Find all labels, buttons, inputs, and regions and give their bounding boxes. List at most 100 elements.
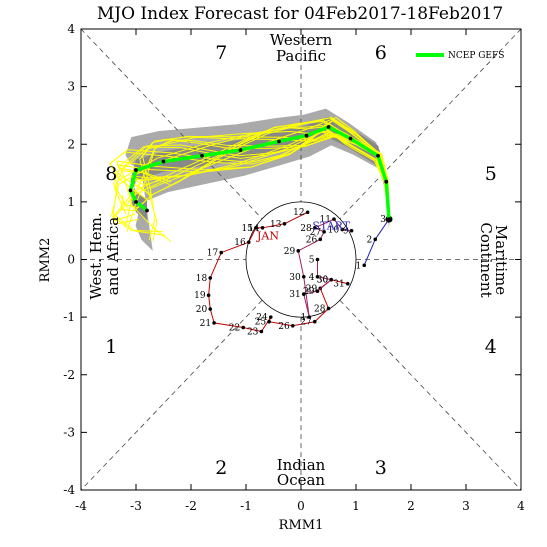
january-track-point xyxy=(259,329,264,334)
loop-track-day-label: 31 xyxy=(289,290,300,300)
loop-track-point xyxy=(318,237,323,242)
loop-track-point xyxy=(329,277,334,282)
loop-track-point xyxy=(322,230,326,234)
loop-track-day-label: 9 xyxy=(343,227,349,237)
january-track-point xyxy=(312,319,317,324)
y-tick-label: -1 xyxy=(63,310,75,324)
january-track-point xyxy=(208,307,213,311)
forecast-mean-point xyxy=(134,199,138,204)
january-track-point xyxy=(268,315,273,319)
january-track-day-label: 22 xyxy=(229,323,240,333)
y-tick-label: 4 xyxy=(67,22,75,36)
loop-track-point xyxy=(340,227,345,232)
region-label-western-pacific: Pacific xyxy=(276,47,326,65)
region-label-west-hem-africa: West. Hem. xyxy=(87,212,105,299)
y-tick-label: -2 xyxy=(63,368,75,382)
january-track-point xyxy=(241,325,246,330)
february-track-day-label: 3 xyxy=(380,215,386,225)
phase-label: 3 xyxy=(375,457,387,479)
y-tick-label: 0 xyxy=(67,253,75,267)
guide-diagonal xyxy=(339,28,522,220)
x-tick-label: 2 xyxy=(407,499,415,513)
january-track-day-label: 18 xyxy=(196,274,208,284)
loop-track-point xyxy=(301,274,306,279)
loop-track-day-label: 11 xyxy=(320,215,331,225)
region-label-west-hem-africa: and Africa xyxy=(104,217,122,295)
february-track-point xyxy=(373,237,378,242)
january-track-day-label: 12 xyxy=(293,208,304,218)
ensemble-member xyxy=(109,131,390,220)
month-label: JAN xyxy=(256,229,279,242)
loop-track-point xyxy=(315,289,320,293)
january-track-day-label: 29 xyxy=(306,284,318,294)
region-label-maritime-continent: Continent xyxy=(477,222,495,297)
legend: NCEP GEFS xyxy=(416,51,504,61)
forecast-mean-point xyxy=(376,153,380,158)
january-track-point xyxy=(282,221,287,226)
x-tick-label: 1 xyxy=(352,499,360,513)
forecast-mean-point xyxy=(387,217,391,222)
january-track-day-label: 15 xyxy=(241,224,253,234)
ensemble-member xyxy=(139,134,390,242)
x-tick-label: -2 xyxy=(185,499,197,513)
forecast-mean-point xyxy=(277,139,281,144)
y-axis-label: RMM2 xyxy=(38,238,53,283)
loop-track-day-label: 4 xyxy=(309,273,315,283)
january-track-day-label: 31 xyxy=(333,280,344,290)
loop-track-day-label: 5 xyxy=(309,256,315,266)
forecast-mean-line xyxy=(128,125,391,220)
y-tick-label: 3 xyxy=(67,80,75,94)
x-tick-label: -3 xyxy=(130,499,142,513)
y-tick-label: 2 xyxy=(67,137,75,151)
loop-track-point xyxy=(301,292,306,296)
january-track-point xyxy=(267,319,271,324)
january-track-day-label: 14 xyxy=(248,224,260,234)
january-track-day-label: 19 xyxy=(194,291,206,301)
phase-label: 7 xyxy=(215,42,227,64)
y-tick-label: 1 xyxy=(67,195,75,209)
loop-track-day-label: 30 xyxy=(289,273,301,283)
x-tick-label: 0 xyxy=(297,499,305,513)
january-track-point xyxy=(305,210,310,215)
forecast-mean-point xyxy=(200,153,204,158)
january-track-point xyxy=(212,321,216,325)
guide-diagonal xyxy=(80,299,263,491)
february-track-point xyxy=(362,263,367,268)
loop-track-line xyxy=(297,218,352,318)
loop-track-point xyxy=(315,257,320,262)
january-track-day-label: 30 xyxy=(317,276,329,286)
january-track-day-label: 26 xyxy=(278,322,290,332)
forecast-mean-point xyxy=(134,168,138,173)
january-track-point xyxy=(345,281,350,286)
loop-track-point xyxy=(307,315,312,319)
loop-track-point xyxy=(296,249,301,253)
phase-label: 2 xyxy=(215,457,227,479)
january-track-point xyxy=(290,323,295,328)
january-track-day-label: 13 xyxy=(270,220,282,230)
january-track-line xyxy=(208,211,348,333)
loop-track-day-label: 27 xyxy=(310,228,322,238)
y-tick-label: -3 xyxy=(63,425,75,439)
january-track-point xyxy=(208,276,213,280)
forecast-mean-point xyxy=(238,148,243,152)
x-tick-label: 3 xyxy=(462,499,470,513)
forecast-mean-point xyxy=(304,133,309,138)
x-axis-label: RMM1 xyxy=(279,518,324,533)
phase-label: 5 xyxy=(485,163,497,185)
january-track-day-label: 17 xyxy=(207,249,219,259)
region-label-western-pacific: Western xyxy=(270,31,333,49)
january-track-point xyxy=(206,293,211,298)
loop-track-day-label: 29 xyxy=(284,247,296,257)
loop-track-point xyxy=(315,274,320,279)
ensemble-member xyxy=(113,134,390,220)
phase-guides xyxy=(80,28,522,491)
x-tick-label: -1 xyxy=(240,499,252,513)
phase-label: 4 xyxy=(485,336,497,358)
loop-track-day-label: 28 xyxy=(300,224,312,234)
january-track-day-label: 20 xyxy=(196,305,208,315)
february-track-day-label: 2 xyxy=(367,235,373,245)
january-track-day-label: 24 xyxy=(256,313,268,323)
phase-label: 8 xyxy=(105,163,117,185)
